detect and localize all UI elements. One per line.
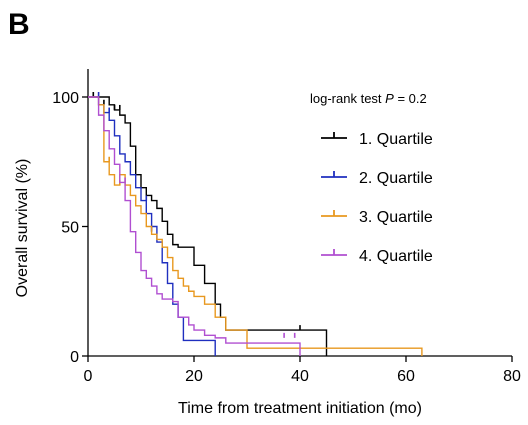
legend-label-2: 2. Quartile	[359, 170, 433, 187]
x-tick-label: 0	[84, 368, 93, 385]
y-tick-label: 50	[61, 220, 79, 237]
series-line-1	[88, 96, 328, 356]
series-line-4	[88, 96, 301, 356]
plot-area	[88, 92, 423, 356]
x-tick-label: 60	[397, 368, 415, 385]
y-axis-label: Overall survival (%)	[14, 159, 31, 298]
legend-label-1: 1. Quartile	[359, 131, 433, 148]
axes: 0 50 100 0 20 40 60 80	[52, 69, 521, 385]
logrank-annotation: log-rank test P = 0.2	[310, 91, 427, 106]
x-tick-label: 20	[185, 368, 203, 385]
legend-label-3: 3. Quartile	[359, 209, 433, 226]
x-axis-label: Time from treatment initiation (mo)	[178, 400, 422, 417]
legend-label-4: 4. Quartile	[359, 248, 433, 265]
x-tick-label: 40	[291, 368, 309, 385]
x-tick-label: 80	[503, 368, 521, 385]
y-tick-label: 0	[70, 349, 79, 366]
series-line-2	[88, 96, 216, 356]
y-tick-label: 100	[52, 90, 79, 107]
panel-label: B	[8, 8, 30, 41]
legend: 1. Quartile 2. Quartile 3. Quartile 4. Quar…	[321, 131, 433, 265]
series-line-3	[88, 96, 423, 356]
